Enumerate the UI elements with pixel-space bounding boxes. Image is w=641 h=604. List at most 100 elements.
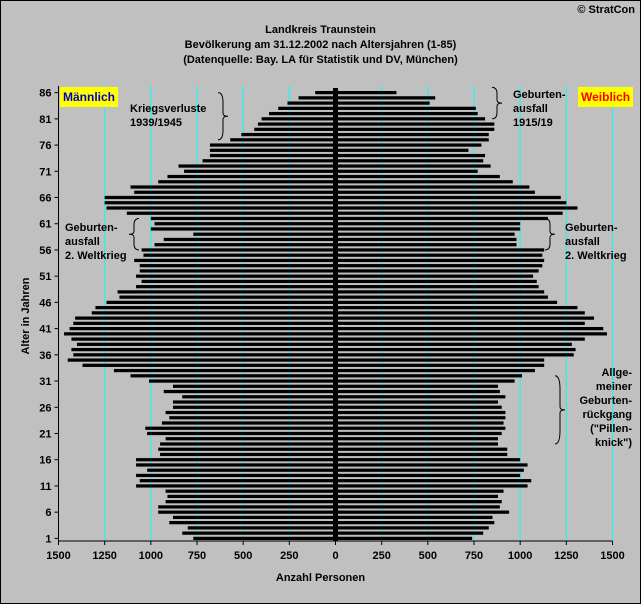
- bar-male: [165, 410, 336, 415]
- bar-male: [145, 426, 336, 430]
- x-tick-label: 1000: [508, 550, 532, 562]
- bar-male: [73, 353, 336, 357]
- bar-female: [335, 500, 502, 504]
- bar-female: [335, 216, 548, 221]
- bar-male: [254, 127, 336, 131]
- y-tick-label: 66: [39, 193, 51, 205]
- bar-male: [64, 332, 336, 336]
- bar-female: [335, 505, 500, 509]
- bar-male: [106, 206, 336, 210]
- bar-male: [130, 185, 336, 189]
- bar-male: [136, 458, 336, 462]
- x-tick-label: 1500: [600, 550, 624, 562]
- bar-female: [335, 526, 489, 530]
- x-tick-label: 250: [280, 550, 298, 562]
- bar-female: [335, 258, 545, 263]
- bar-male: [141, 279, 336, 284]
- x-tick-label: 1250: [554, 550, 578, 562]
- bar-male: [134, 190, 336, 194]
- bar-female: [335, 295, 548, 299]
- bar-male: [160, 452, 336, 457]
- y-tick-label: 1: [45, 533, 51, 545]
- bar-female: [335, 206, 578, 210]
- bar-female: [335, 180, 513, 184]
- bar-female: [335, 447, 508, 451]
- birth-gap-ww2-right-note: Geburten-ausfall 2. Weltkrieg: [565, 222, 627, 262]
- bar-male: [202, 159, 336, 163]
- bar-male: [165, 437, 336, 441]
- bar-male: [158, 447, 336, 451]
- x-tick-label: 500: [419, 550, 437, 562]
- bar-male: [241, 132, 336, 137]
- bar-female: [335, 473, 521, 478]
- bar-male: [150, 227, 336, 231]
- bar-female: [335, 437, 499, 441]
- bar-female: [335, 515, 493, 520]
- bar-female: [335, 468, 524, 472]
- bar-female: [335, 111, 478, 116]
- bar-female: [335, 253, 543, 257]
- brace-birth-gap-ww2-right: [544, 217, 556, 251]
- bar-male: [172, 515, 336, 520]
- bar-male: [143, 253, 336, 257]
- bar-male: [95, 306, 336, 310]
- bar-male: [139, 269, 336, 273]
- male-label: Männlich: [60, 87, 119, 107]
- bar-female: [335, 374, 523, 378]
- bar-male: [184, 169, 336, 173]
- female-label: Weiblich: [578, 87, 634, 107]
- bar-male: [278, 106, 336, 110]
- bar-female: [335, 190, 535, 194]
- bar-male: [261, 117, 336, 121]
- x-tick-label: 250: [372, 550, 390, 562]
- bar-male: [167, 174, 336, 179]
- bar-male: [104, 195, 336, 200]
- bar-male: [287, 101, 336, 105]
- bar-male: [257, 122, 336, 126]
- bar-male: [178, 164, 336, 168]
- bar-male: [165, 489, 336, 493]
- bar-male: [158, 505, 336, 509]
- y-tick-label: 46: [39, 297, 51, 309]
- bar-female: [335, 274, 534, 278]
- brace-birth-gap-1915: [491, 86, 503, 120]
- bar-male: [134, 258, 336, 263]
- bar-female: [335, 337, 585, 341]
- bar-male: [147, 431, 336, 436]
- bar-male: [154, 243, 336, 247]
- y-tick-label: 81: [39, 114, 51, 126]
- bar-male: [315, 90, 336, 95]
- war-losses-note: Kriegsverluste 1939/1945: [130, 103, 207, 129]
- center-axis: [333, 88, 338, 541]
- y-tick-label: 11: [40, 481, 52, 493]
- bar-female: [335, 342, 572, 346]
- general-decline-note: Allge-meiner Geburten-rückgang ("Pillen-kn…: [579, 367, 632, 449]
- bar-male: [193, 232, 336, 236]
- bar-female: [335, 143, 482, 147]
- bar-female: [335, 164, 491, 168]
- y-tick-label: 71: [39, 166, 51, 178]
- bar-female: [335, 290, 545, 294]
- y-tick-label: 56: [39, 245, 51, 257]
- y-tick-label: 31: [39, 376, 51, 388]
- bar-male: [209, 143, 336, 147]
- bar-female: [335, 169, 478, 173]
- bar-female: [335, 384, 499, 388]
- bar-male: [209, 148, 336, 152]
- bar-male: [71, 337, 336, 341]
- bar-female: [335, 159, 484, 163]
- bar-male: [161, 421, 336, 425]
- bar-male: [104, 201, 336, 205]
- bar-female: [335, 431, 502, 436]
- birth-gap-ww2-left-note: Geburten-ausfall 2. Weltkrieg: [65, 222, 127, 262]
- bar-female: [335, 195, 561, 200]
- bar-male: [141, 248, 336, 252]
- bar-male: [165, 500, 336, 504]
- bar-female: [335, 316, 595, 320]
- bar-male: [113, 368, 336, 373]
- x-tick-label: 1000: [139, 550, 163, 562]
- bar-male: [71, 347, 336, 352]
- bar-male: [67, 358, 336, 362]
- x-axis-label: Anzahl Personen: [275, 572, 366, 584]
